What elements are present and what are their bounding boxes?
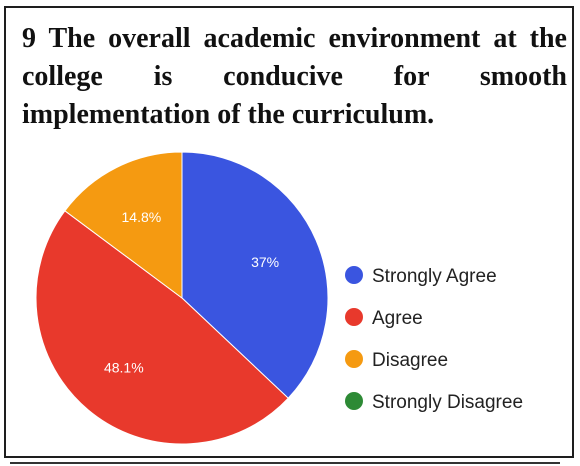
legend-marker (345, 392, 363, 410)
pie-slice-strongly-agree (181, 151, 329, 399)
chart-frame: 9 The overall academic environment at th… (4, 6, 574, 458)
chart-legend: Strongly Agree Agree Disagree Strongly Disa… (345, 266, 523, 413)
legend-label: Agree (372, 308, 423, 329)
chart-area: 37% 48.1% 14.8% Strongly Agree Agree Disagre… (6, 8, 576, 460)
legend-label: Disagree (372, 350, 448, 371)
pie-slice-label: 48.1% (104, 359, 144, 375)
legend-label: Strongly Disagree (372, 392, 523, 413)
pie-slice-label: 37% (251, 254, 279, 270)
pie-slice-agree (35, 210, 289, 445)
legend-marker (345, 350, 363, 368)
pie-slice-label: 14.8% (122, 209, 162, 225)
legend-label: Strongly Agree (372, 266, 497, 287)
legend-marker (345, 266, 363, 284)
pie-slice-labels: 37% 48.1% 14.8% (104, 209, 279, 375)
pie-slice-disagree (64, 151, 183, 299)
question-title: 9 The overall academic environment at th… (22, 23, 567, 130)
pie-slices (35, 151, 329, 445)
divider (10, 462, 560, 464)
legend-marker (345, 308, 363, 326)
pie-chart: 37% 48.1% 14.8% Strongly Agree Agree Disagre… (35, 151, 523, 445)
